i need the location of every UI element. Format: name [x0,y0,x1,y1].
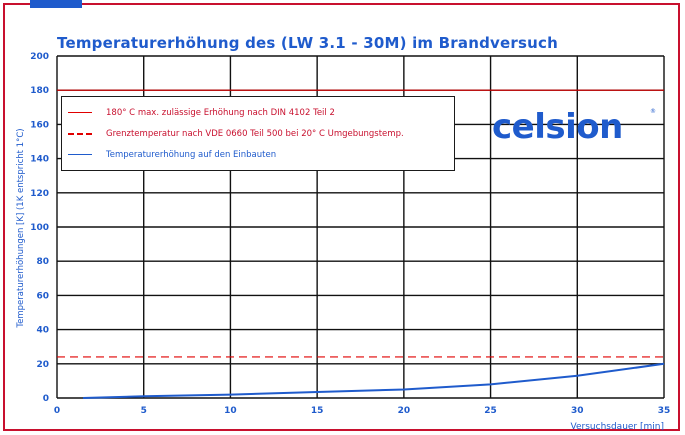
y-tick-label: 80 [36,257,49,267]
legend-item-measured: Temperaturerhöhung auf den Einbauten [68,144,448,165]
y-tick-label: 180 [30,86,49,96]
y-tick-label: 140 [30,155,49,165]
y-tick-label: 120 [30,189,49,199]
legend-swatch-dashed-red [68,132,92,135]
y-tick-label: 40 [36,326,49,336]
axes [56,56,664,399]
series-line-measured [82,362,665,399]
x-tick-label: 5 [141,406,147,416]
series-layer [57,89,665,399]
x-tick-label: 10 [224,406,237,416]
y-tick-label: 0 [43,394,49,404]
x-tick-label: 25 [484,406,497,416]
legend-swatch-solid-red [68,112,92,113]
x-axis-label: Versuchsdauer [min] [571,422,664,432]
legend-item-max-increase: 180° C max. zulässige Erhöhung nach DIN … [68,102,448,123]
legend-label: 180° C max. zulässige Erhöhung nach DIN … [106,107,335,118]
legend-swatch-solid-blue [68,154,92,155]
y-tick-label: 200 [30,52,49,62]
legend-label: Grenztemperatur nach VDE 0660 Teil 500 b… [106,128,404,139]
x-tick-label: 15 [311,406,324,416]
legend: 180° C max. zulässige Erhöhung nach DIN … [61,96,455,171]
legend-label: Temperaturerhöhung auf den Einbauten [106,149,277,160]
x-tick-label: 35 [658,406,671,416]
y-tick-label: 20 [36,360,49,370]
y-tick-label: 160 [30,120,49,130]
y-tick-label: 100 [30,223,49,233]
chart-frame [3,3,680,431]
chart-title: Temperaturerhöhung des (LW 3.1 - 30M) im… [57,34,558,52]
top-accent-bar [30,0,82,8]
legend-item-limit-temperature: Grenztemperatur nach VDE 0660 Teil 500 b… [68,123,448,144]
x-tick-label: 30 [571,406,584,416]
y-tick-label: 60 [36,291,49,301]
y-axis-label: Temperaturerhöhungen [K] (1K entspricht … [16,128,26,328]
x-tick-label: 0 [54,406,60,416]
x-tick-label: 20 [398,406,411,416]
registered-mark: ® [650,108,656,115]
tick-labels: 0 5 10 15 20 25 30 35 0 20 40 60 80 100 120 140 160 180 20… [30,52,670,416]
celsion-logo: celsion [492,107,623,147]
